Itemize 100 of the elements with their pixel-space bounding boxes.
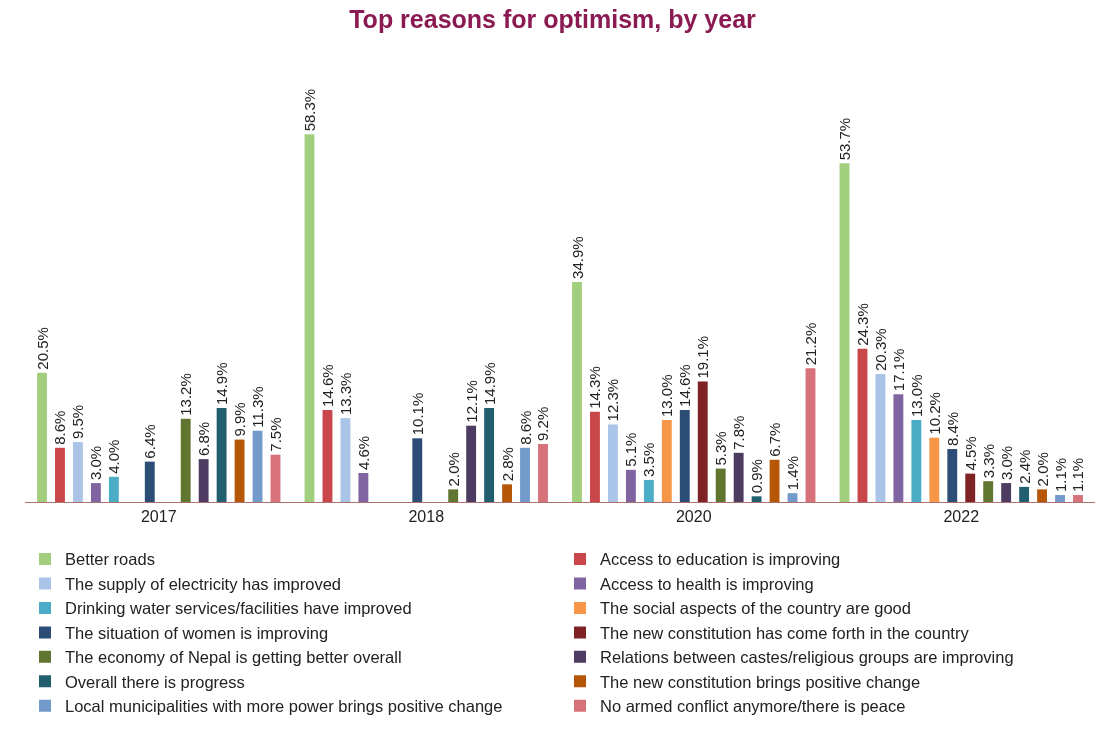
bar	[625, 469, 636, 502]
bar	[787, 493, 798, 502]
data-label: 2.0%	[444, 452, 462, 487]
legend-label: Access to education is improving	[600, 550, 841, 569]
bar	[751, 496, 762, 502]
data-label: 6.4%	[141, 424, 159, 459]
bar	[697, 381, 708, 502]
bar	[55, 447, 65, 502]
bar	[875, 373, 886, 502]
bar	[643, 479, 654, 502]
x-tick-label: 2020	[675, 508, 712, 526]
bar	[412, 438, 423, 502]
data-label: 5.1%	[622, 432, 640, 467]
bar	[857, 348, 868, 502]
data-label: 9.5%	[69, 404, 87, 440]
data-label: 19.1%	[694, 336, 712, 379]
bar	[947, 449, 958, 502]
data-label: 8.6%	[516, 410, 534, 445]
data-label: 53.7%	[836, 117, 854, 161]
bar	[1055, 495, 1065, 502]
data-label: 14.9%	[480, 362, 498, 406]
bar	[538, 443, 548, 502]
bar	[144, 461, 155, 502]
data-label: 7.8%	[730, 415, 748, 450]
bar	[180, 418, 191, 502]
data-label: 14.3%	[586, 366, 604, 409]
data-label: 13.0%	[658, 374, 676, 418]
bar	[983, 481, 994, 502]
x-tick-label: 2017	[140, 508, 177, 526]
bar	[769, 459, 780, 502]
data-label: 3.0%	[87, 445, 105, 481]
bar	[198, 459, 209, 502]
bar	[839, 163, 850, 502]
legend-label: Relations between castes/religious groups are improving	[600, 648, 1014, 667]
data-label: 14.9%	[213, 362, 231, 406]
data-label: 3.5%	[640, 442, 658, 477]
data-label: 20.3%	[871, 328, 889, 371]
x-tick-label: 2022	[943, 508, 980, 526]
data-label: 12.1%	[462, 380, 480, 423]
data-label: 13.3%	[336, 372, 354, 416]
data-label: 13.2%	[177, 373, 195, 416]
data-label: 4.6%	[354, 435, 372, 470]
bar	[911, 420, 922, 502]
legend-label: No armed conflict anymore/there is peace	[600, 697, 906, 716]
data-label: 9.9%	[231, 402, 249, 437]
legend-label: Better roads	[65, 550, 155, 569]
bar	[715, 468, 726, 502]
bar	[72, 442, 83, 502]
bar	[805, 368, 816, 502]
data-label: 34.9%	[568, 236, 586, 279]
legend-label: The new constitution brings positive change	[600, 672, 921, 691]
bar	[1001, 483, 1012, 502]
legend-label: The situation of women is improving	[65, 623, 329, 642]
bar	[679, 409, 690, 502]
data-label: 4.0%	[105, 439, 123, 474]
data-label: 0.9%	[748, 459, 766, 494]
bar	[466, 425, 477, 502]
bar	[304, 134, 315, 502]
bar	[607, 424, 618, 502]
legend-label: The new constitution has come forth in the country	[600, 623, 970, 642]
bar	[90, 483, 101, 502]
bar	[216, 408, 227, 502]
bar	[590, 411, 600, 502]
legend-label: Access to health is improving	[600, 574, 814, 593]
bar	[234, 439, 245, 502]
legend-label: The economy of Nepal is getting better overall	[65, 648, 402, 667]
data-label: 17.1%	[889, 348, 907, 392]
bar	[1073, 495, 1083, 502]
legend-label: Overall there is progress	[65, 672, 245, 691]
data-label: 6.8%	[195, 421, 213, 457]
data-label: 12.3%	[604, 378, 622, 422]
legend-label: Drinking water services/facilities have improved	[65, 599, 412, 618]
data-label: 3.3%	[979, 443, 997, 479]
bar	[520, 447, 530, 502]
bar	[661, 420, 672, 502]
legend-label: The supply of electricity has improved	[65, 574, 342, 593]
bar	[1037, 489, 1048, 502]
bar	[340, 418, 351, 502]
data-label: 10.1%	[408, 392, 426, 436]
data-label: 14.6%	[318, 364, 336, 407]
bar	[965, 473, 976, 502]
data-label: 10.2%	[925, 392, 943, 435]
data-label: 1.1%	[1051, 457, 1069, 493]
data-label: 3.0%	[997, 445, 1015, 481]
data-label: 20.5%	[33, 327, 51, 370]
data-label: 21.2%	[801, 322, 819, 366]
data-label: 24.3%	[853, 303, 871, 346]
data-label: 9.2%	[534, 406, 552, 441]
bar	[270, 454, 281, 502]
bar	[484, 408, 495, 502]
data-label: 6.7%	[766, 422, 784, 457]
bar	[1019, 486, 1030, 502]
legend-label: Local municipalities with more power brings positive change	[65, 697, 503, 716]
data-label: 14.6%	[676, 364, 694, 407]
data-label: 1.4%	[784, 455, 802, 491]
data-label: 8.6%	[51, 410, 69, 445]
bar	[358, 472, 369, 502]
data-label: 2.4%	[1015, 449, 1033, 484]
bar	[108, 476, 119, 502]
bar	[929, 437, 940, 502]
